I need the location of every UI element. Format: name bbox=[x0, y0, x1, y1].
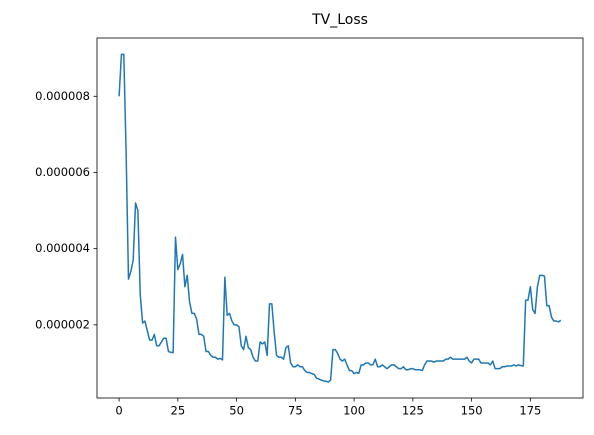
plot-frame bbox=[96, 37, 584, 399]
x-tick-label: 150 bbox=[461, 404, 483, 418]
x-tick-label: 50 bbox=[229, 404, 244, 418]
x-tick-label: 75 bbox=[288, 404, 303, 418]
data-line bbox=[118, 53, 562, 383]
x-tick-label: 25 bbox=[171, 404, 186, 418]
y-tick-label: 0.000006 bbox=[35, 165, 90, 179]
x-tick-label: 0 bbox=[115, 404, 122, 418]
y-tick-label: 0.000008 bbox=[35, 89, 90, 103]
x-tick-label: 125 bbox=[402, 404, 424, 418]
y-tick-label: 0.000004 bbox=[35, 241, 90, 255]
x-tick-label: 175 bbox=[519, 404, 541, 418]
chart-title: TV_Loss bbox=[311, 12, 368, 28]
x-tick-label: 100 bbox=[343, 404, 365, 418]
y-tick-label: 0.000002 bbox=[35, 317, 90, 331]
